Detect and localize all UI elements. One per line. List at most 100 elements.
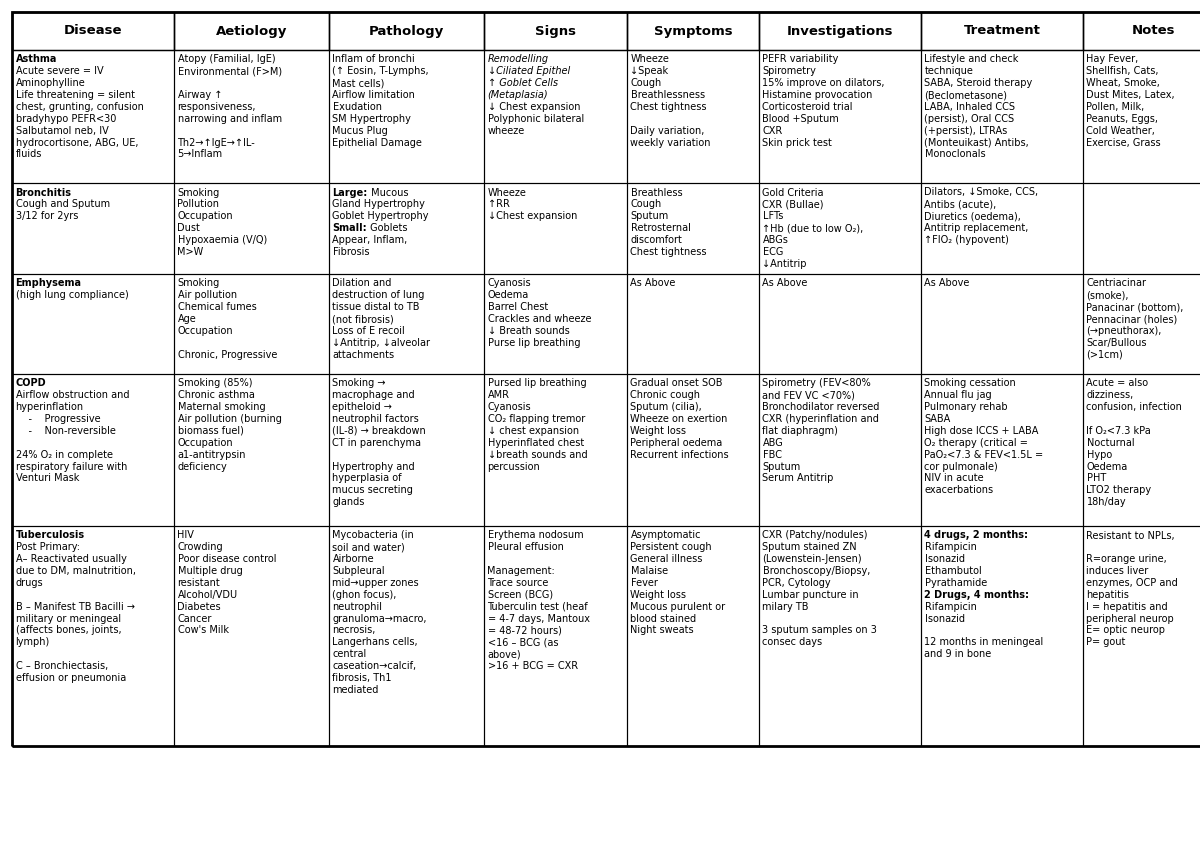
- Bar: [628, 12, 760, 50]
- Text: ↑RR: ↑RR: [487, 199, 509, 209]
- Text: Pennacinar (holes): Pennacinar (holes): [1086, 314, 1177, 324]
- Text: = 48-72 hours): = 48-72 hours): [487, 625, 562, 635]
- Text: Resistant to NPLs,: Resistant to NPLs,: [1086, 531, 1175, 540]
- Bar: [174, 374, 329, 526]
- Bar: [12, 12, 174, 50]
- Bar: [329, 274, 484, 374]
- Text: attachments: attachments: [332, 349, 395, 360]
- Text: Smoking: Smoking: [178, 278, 220, 288]
- Text: Th2→↑IgE→↑IL-: Th2→↑IgE→↑IL-: [178, 137, 256, 148]
- Bar: [484, 526, 628, 746]
- Text: CXR: CXR: [762, 126, 782, 136]
- Bar: [174, 12, 329, 50]
- Bar: [484, 50, 628, 183]
- Text: Remodelling: Remodelling: [487, 54, 548, 64]
- Text: ABG: ABG: [762, 438, 784, 448]
- Text: Dilators, ↓Smoke, CCS,: Dilators, ↓Smoke, CCS,: [924, 187, 1039, 198]
- Text: ↓Antitrip, ↓alveolar: ↓Antitrip, ↓alveolar: [332, 338, 431, 348]
- Text: milary TB: milary TB: [762, 602, 809, 611]
- Text: Langerhans cells,: Langerhans cells,: [332, 637, 418, 647]
- Text: above): above): [487, 649, 521, 659]
- Text: Pollution: Pollution: [178, 199, 220, 209]
- Text: Wheeze: Wheeze: [487, 187, 527, 198]
- Text: (Monteuikast) Antibs,: (Monteuikast) Antibs,: [924, 137, 1030, 148]
- Text: Exercise, Grass: Exercise, Grass: [1086, 137, 1162, 148]
- Text: ↓ Breath sounds: ↓ Breath sounds: [487, 326, 569, 336]
- Text: (→pneuthorax),: (→pneuthorax),: [1086, 326, 1162, 336]
- Text: tissue distal to TB: tissue distal to TB: [332, 302, 420, 312]
- Text: Histamine provocation: Histamine provocation: [762, 90, 872, 100]
- Text: 12 months in meningeal: 12 months in meningeal: [924, 637, 1044, 647]
- Text: due to DM, malnutrition,: due to DM, malnutrition,: [16, 566, 136, 576]
- Text: Skin prick test: Skin prick test: [762, 137, 833, 148]
- Text: As Above: As Above: [924, 278, 970, 288]
- Text: epitheloid →: epitheloid →: [332, 402, 392, 412]
- Text: B – Manifest TB Bacilli →: B – Manifest TB Bacilli →: [16, 602, 134, 611]
- Bar: [12, 274, 174, 374]
- Text: Goblet Hypertrophy: Goblet Hypertrophy: [332, 211, 430, 221]
- Text: Oedema: Oedema: [487, 290, 529, 300]
- Text: necrosis,: necrosis,: [332, 625, 376, 635]
- Text: caseation→calcif,: caseation→calcif,: [332, 661, 416, 671]
- Text: Cough and Sputum: Cough and Sputum: [16, 199, 109, 209]
- Text: Pathology: Pathology: [368, 25, 444, 37]
- Text: PHT: PHT: [1086, 473, 1105, 483]
- Text: Chronic cough: Chronic cough: [630, 390, 701, 400]
- Bar: [760, 50, 922, 183]
- Text: A– Reactivated usually: A– Reactivated usually: [16, 555, 126, 564]
- Bar: [329, 374, 484, 526]
- Text: Dilation and: Dilation and: [332, 278, 392, 288]
- Bar: [922, 12, 1084, 50]
- Text: hepatitis: hepatitis: [1086, 590, 1129, 600]
- Bar: [329, 12, 484, 50]
- Text: (Metaplasia): (Metaplasia): [487, 90, 548, 100]
- Text: Isonazid: Isonazid: [924, 555, 965, 564]
- Text: Annual flu jag: Annual flu jag: [924, 390, 992, 400]
- Bar: [484, 274, 628, 374]
- Text: biomass fuel): biomass fuel): [178, 426, 244, 436]
- Text: Cold Weather,: Cold Weather,: [1086, 126, 1156, 136]
- Text: SABA: SABA: [924, 414, 950, 424]
- Text: Hypertrophy and: Hypertrophy and: [332, 461, 415, 471]
- Text: Weight loss: Weight loss: [630, 426, 686, 436]
- Text: Poor disease control: Poor disease control: [178, 555, 276, 564]
- Bar: [484, 374, 628, 526]
- Text: Goblets: Goblets: [367, 223, 408, 233]
- Text: Tuberculosis: Tuberculosis: [16, 531, 85, 540]
- Text: Gland Hypertrophy: Gland Hypertrophy: [332, 199, 425, 209]
- Text: -    Non-reversible: - Non-reversible: [16, 426, 115, 436]
- Text: = 4-7 days, Mantoux: = 4-7 days, Mantoux: [487, 613, 589, 623]
- Text: wheeze: wheeze: [487, 126, 524, 136]
- Text: Fever: Fever: [630, 578, 658, 588]
- Text: lymph): lymph): [16, 637, 49, 647]
- Text: (↑ Eosin, T-Lymphs,: (↑ Eosin, T-Lymphs,: [332, 66, 430, 76]
- Bar: [760, 274, 922, 374]
- Text: Weight loss: Weight loss: [630, 590, 686, 600]
- Text: Hyperinflated chest: Hyperinflated chest: [487, 438, 583, 448]
- Text: Cough: Cough: [630, 199, 661, 209]
- Text: Persistent cough: Persistent cough: [630, 543, 712, 552]
- Text: Lumbar puncture in: Lumbar puncture in: [762, 590, 859, 600]
- Text: O₂ therapy (critical =: O₂ therapy (critical =: [924, 438, 1028, 448]
- Text: Bronchitis: Bronchitis: [16, 187, 72, 198]
- Text: Barrel Chest: Barrel Chest: [487, 302, 547, 312]
- Text: Environmental (F>M): Environmental (F>M): [178, 66, 282, 76]
- Bar: [174, 183, 329, 274]
- Text: <16 – BCG (as: <16 – BCG (as: [487, 637, 558, 647]
- Text: PEFR variability: PEFR variability: [762, 54, 839, 64]
- Text: Wheat, Smoke,: Wheat, Smoke,: [1086, 78, 1160, 88]
- Text: 3 sputum samples on 3: 3 sputum samples on 3: [762, 625, 877, 635]
- Text: Chronic, Progressive: Chronic, Progressive: [178, 349, 277, 360]
- Text: Spirometry: Spirometry: [762, 66, 816, 76]
- Text: -    Progressive: - Progressive: [16, 414, 100, 424]
- Text: (>1cm): (>1cm): [1086, 349, 1123, 360]
- Text: Sputum: Sputum: [630, 211, 668, 221]
- Text: hyperplasia of: hyperplasia of: [332, 473, 402, 483]
- Text: I = hepatitis and: I = hepatitis and: [1086, 602, 1168, 611]
- Text: If O₂<7.3 kPa: If O₂<7.3 kPa: [1086, 426, 1151, 436]
- Text: Dust Mites, Latex,: Dust Mites, Latex,: [1086, 90, 1175, 100]
- Text: Emphysema: Emphysema: [16, 278, 82, 288]
- Text: Pleural effusion: Pleural effusion: [487, 543, 563, 552]
- Bar: [628, 50, 760, 183]
- Text: induces liver: induces liver: [1086, 566, 1148, 576]
